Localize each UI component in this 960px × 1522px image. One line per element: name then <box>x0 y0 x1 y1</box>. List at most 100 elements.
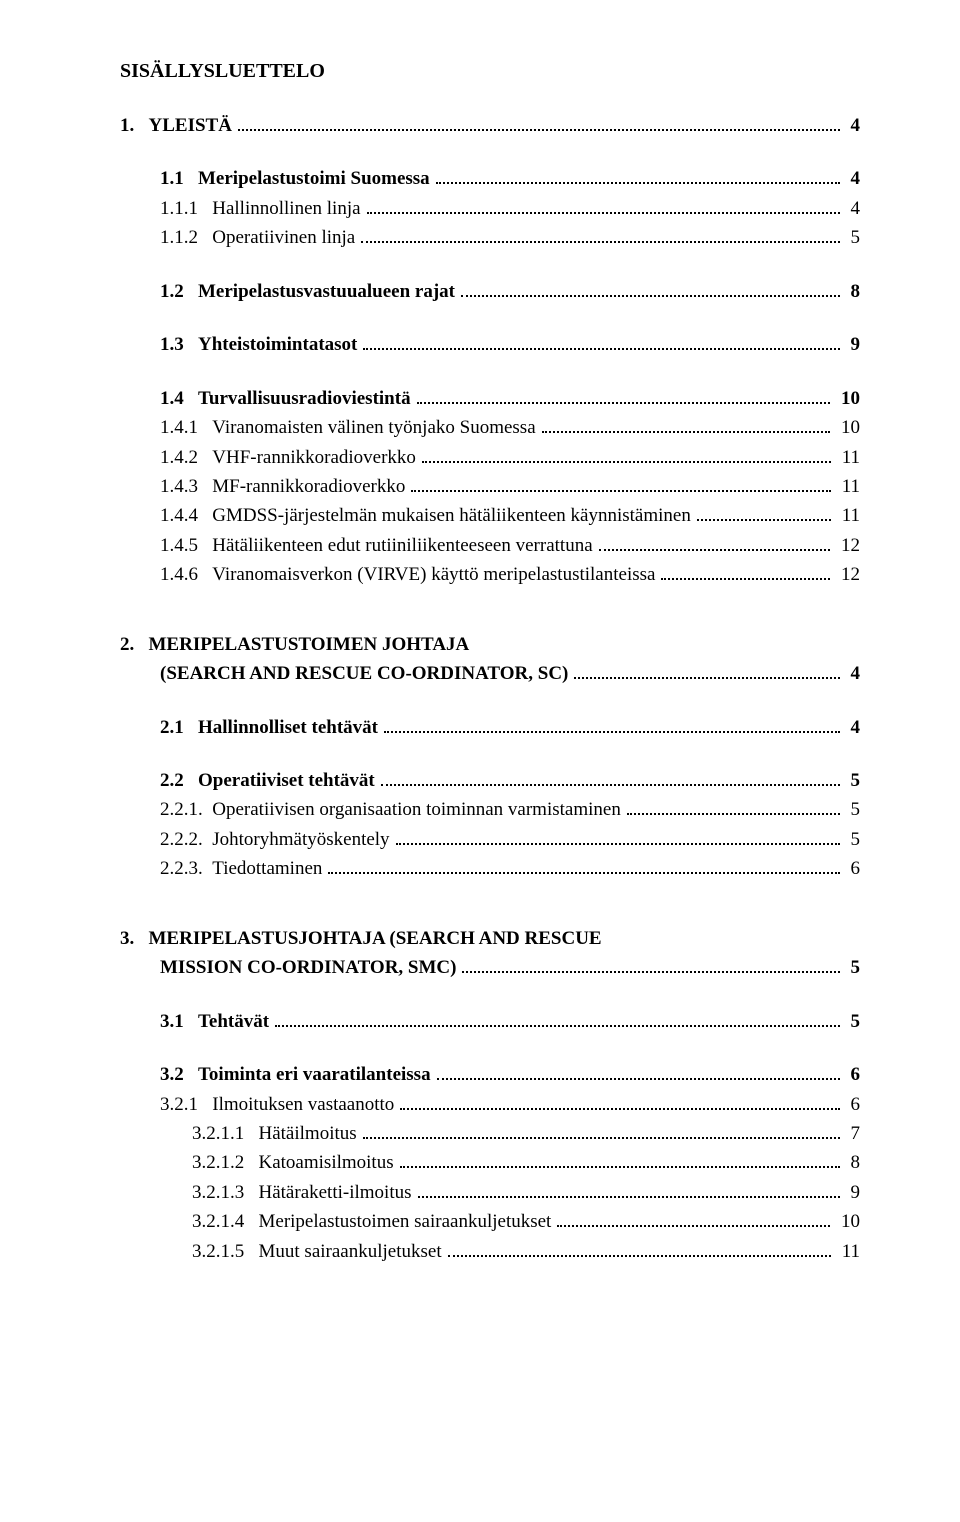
toc-row: 3.2.1.2 Katoamisilmoitus 8 <box>120 1148 860 1177</box>
toc-row: 3.2.1 Ilmoituksen vastaanotto 6 <box>120 1090 860 1119</box>
toc-number: 1.3 <box>160 330 198 359</box>
toc-number: 1. <box>120 111 149 140</box>
toc-label: Viranomaisten välinen työnjako Suomessa <box>212 413 535 442</box>
toc-container: 1. YLEISTÄ 41.1 Meripelastustoimi Suomes… <box>120 111 860 1266</box>
toc-page: 5 <box>846 953 860 982</box>
toc-row: 3.2.1.1 Hätäilmoitus 7 <box>120 1119 860 1148</box>
toc-leader <box>574 662 839 679</box>
toc-page: 10 <box>836 1207 860 1236</box>
toc-leader <box>411 475 831 492</box>
toc-page: 11 <box>837 443 860 472</box>
toc-label: (SEARCH AND RESCUE CO-ORDINATOR, SC) <box>160 659 568 688</box>
toc-page: 4 <box>846 713 860 742</box>
toc-label: Tiedottaminen <box>212 854 322 883</box>
toc-label: Johtoryhmätyöskentely <box>212 825 389 854</box>
toc-page: 12 <box>836 560 860 589</box>
toc-number: 1.4.3 <box>160 472 212 501</box>
toc-leader <box>436 167 840 184</box>
gap <box>120 360 860 384</box>
toc-number: 3.1 <box>160 1007 198 1036</box>
toc-page: 5 <box>846 223 860 252</box>
toc-row: 2.1 Hallinnolliset tehtävät 4 <box>120 713 860 742</box>
toc-label: GMDSS-järjestelmän mukaisen hätäliikente… <box>212 501 691 530</box>
toc-label: Katoamisilmoitus <box>259 1148 394 1177</box>
toc-label: Operatiivinen linja <box>212 223 355 252</box>
toc-row: 2. MERIPELASTUSTOIMEN JOHTAJA <box>120 630 860 659</box>
toc-page: 4 <box>846 164 860 193</box>
toc-row: 3.1 Tehtävät 5 <box>120 1007 860 1036</box>
toc-page: 11 <box>837 501 860 530</box>
gap <box>120 689 860 713</box>
toc-page: 4 <box>846 194 860 223</box>
toc-page: 6 <box>846 854 860 883</box>
toc-label: VHF-rannikkoradioverkko <box>212 443 416 472</box>
toc-page: 12 <box>836 531 860 560</box>
toc-number: 2.2.1. <box>160 795 212 824</box>
toc-row: 3.2.1.4 Meripelastustoimen sairaankuljet… <box>120 1207 860 1236</box>
toc-leader <box>367 197 840 214</box>
toc-number: 3.2 <box>160 1060 198 1089</box>
toc-row: 1.4.2 VHF-rannikkoradioverkko 11 <box>120 443 860 472</box>
toc-row: 1.3 Yhteistoimintatasot 9 <box>120 330 860 359</box>
toc-leader <box>697 504 831 521</box>
toc-leader <box>328 857 839 874</box>
toc-label: Toiminta eri vaaratilanteissa <box>198 1060 431 1089</box>
toc-row: (SEARCH AND RESCUE CO-ORDINATOR, SC) 4 <box>120 659 860 688</box>
toc-label: Meripelastustoimen sairaankuljetukset <box>259 1207 552 1236</box>
gap <box>120 306 860 330</box>
gap <box>120 742 860 766</box>
toc-label: Hätäraketti-ilmoitus <box>259 1178 412 1207</box>
toc-leader <box>461 280 840 297</box>
toc-page: 7 <box>846 1119 860 1148</box>
toc-label: MERIPELASTUSTOIMEN JOHTAJA <box>149 630 470 659</box>
toc-leader <box>418 1181 840 1198</box>
toc-number: 1.1 <box>160 164 198 193</box>
toc-label: YLEISTÄ <box>149 111 232 140</box>
toc-row: 2.2 Operatiiviset tehtävät 5 <box>120 766 860 795</box>
toc-page: 11 <box>837 472 860 501</box>
toc-row: 2.2.2. Johtoryhmätyöskentely 5 <box>120 825 860 854</box>
toc-leader <box>396 828 840 845</box>
toc-number: 1.4.5 <box>160 531 212 560</box>
toc-leader <box>361 226 840 243</box>
toc-leader <box>384 715 840 732</box>
toc-leader <box>275 1009 840 1026</box>
toc-leader <box>542 416 831 433</box>
toc-number: 2.2.3. <box>160 854 212 883</box>
toc-page: 8 <box>846 277 860 306</box>
toc-leader <box>627 798 840 815</box>
toc-label: Yhteistoimintatasot <box>198 330 357 359</box>
toc-row: 3.2 Toiminta eri vaaratilanteissa 6 <box>120 1060 860 1089</box>
gap <box>120 983 860 1007</box>
toc-row: 1.4.6 Viranomaisverkon (VIRVE) käyttö me… <box>120 560 860 589</box>
toc-number: 1.4.2 <box>160 443 212 472</box>
toc-label: Hätäilmoitus <box>259 1119 357 1148</box>
toc-row: 1.1 Meripelastustoimi Suomessa 4 <box>120 164 860 193</box>
toc-row: 1.2 Meripelastusvastuualueen rajat 8 <box>120 277 860 306</box>
toc-leader <box>661 563 830 580</box>
toc-leader <box>363 333 839 350</box>
toc-number: 1.4.6 <box>160 560 212 589</box>
toc-number: 1.1.2 <box>160 223 212 252</box>
toc-leader <box>462 956 839 973</box>
toc-page: 4 <box>846 659 860 688</box>
toc-label: Meripelastustoimi Suomessa <box>198 164 430 193</box>
toc-label: Turvallisuusradioviestintä <box>198 384 411 413</box>
toc-label: Meripelastusvastuualueen rajat <box>198 277 455 306</box>
toc-number: 1.1.1 <box>160 194 212 223</box>
toc-number: 2.1 <box>160 713 198 742</box>
toc-row: 1.4 Turvallisuusradioviestintä 10 <box>120 384 860 413</box>
toc-leader <box>422 445 831 462</box>
toc-label: Operatiivisen organisaation toiminnan va… <box>212 795 621 824</box>
toc-row: 1. YLEISTÄ 4 <box>120 111 860 140</box>
toc-row: 3.2.1.5 Muut sairaankuljetukset 11 <box>120 1237 860 1266</box>
toc-label: Muut sairaankuljetukset <box>259 1237 442 1266</box>
toc-number: 3.2.1.3 <box>192 1178 259 1207</box>
toc-row: 1.4.1 Viranomaisten välinen työnjako Suo… <box>120 413 860 442</box>
toc-page: 10 <box>836 384 860 413</box>
gap <box>120 884 860 924</box>
toc-page: 4 <box>846 111 860 140</box>
toc-label: MISSION CO-ORDINATOR, SMC) <box>160 953 456 982</box>
toc-label: Operatiiviset tehtävät <box>198 766 375 795</box>
toc-row: 1.4.3 MF-rannikkoradioverkko 11 <box>120 472 860 501</box>
